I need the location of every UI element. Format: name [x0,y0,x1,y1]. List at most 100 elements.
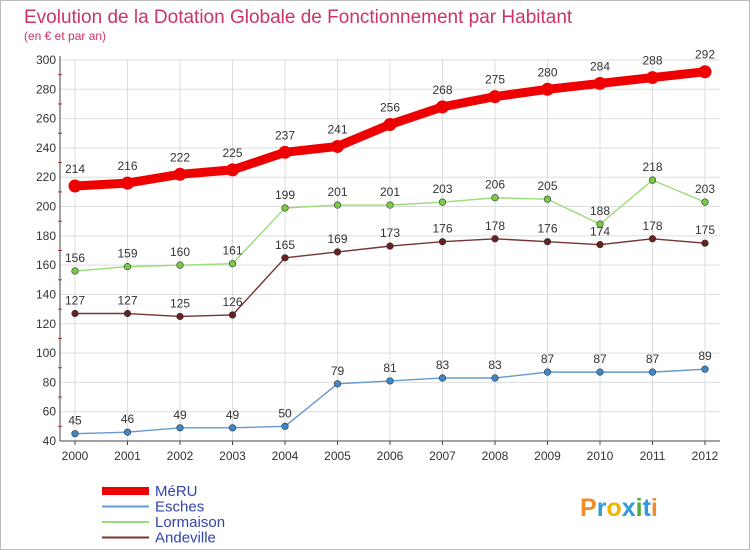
data-point [541,82,554,96]
data-point [333,248,342,256]
data-point [333,201,342,209]
data-label: 178 [485,219,505,233]
data-label: 206 [485,178,505,192]
data-point [488,90,502,104]
data-point [596,241,604,249]
data-point [71,267,79,275]
x-tick-label: 2001 [114,449,141,463]
data-label: 225 [222,146,242,160]
data-label: 174 [590,225,610,239]
y-tick-label: 180 [36,229,56,243]
data-label: 81 [383,361,397,375]
y-tick-label: 220 [36,170,56,184]
x-tick-label: 2002 [167,449,194,463]
data-label: 275 [485,73,505,87]
data-point [593,76,607,90]
data-label: 87 [541,352,555,366]
data-point [383,117,397,131]
data-point [278,145,292,159]
data-point [438,374,447,382]
data-label: 125 [170,296,190,310]
data-point [176,424,184,432]
data-point [596,368,604,376]
data-point [281,204,289,212]
data-label: 201 [327,185,347,199]
data-label: 165 [275,238,295,252]
series-layer [68,65,712,438]
data-point [386,377,394,385]
x-tick-label: 2012 [692,449,719,463]
x-tick-label: 2007 [429,449,456,463]
data-point [596,220,604,228]
x-tick-label: 2000 [62,449,89,463]
data-label: 199 [275,188,295,202]
data-point [543,195,552,203]
data-point [333,380,342,388]
data-label: 214 [65,162,85,176]
x-tick-label: 2011 [640,449,666,463]
legend-label-andeville: Andeville [155,530,216,547]
axis-layer: 40 60 80 100 120 140 160 180 200 220 240 260 280 300 2… [36,53,720,463]
data-label: 188 [590,204,610,218]
data-point [491,194,499,202]
data-point [121,176,134,190]
data-label: 79 [331,364,345,378]
data-label: 87 [646,352,660,366]
data-point [123,309,132,318]
data-point [648,368,657,376]
chart-title: Evolution de la Dotation Globale de Fonc… [24,7,573,28]
y-tick-label: 280 [36,82,56,96]
x-tick-label: 2005 [324,449,351,463]
data-point [648,176,657,184]
x-tick-label: 2009 [534,449,561,463]
data-point [491,374,499,382]
data-label-layer: 214 216 222 225 237 241 256 268 275 280 284 288 292 4… [65,48,715,428]
data-point [281,422,289,430]
data-point [71,309,79,318]
data-label: 256 [380,100,400,114]
y-tick-label: 100 [36,346,56,360]
data-label: 288 [642,54,662,68]
data-point [123,428,132,436]
data-point [228,424,237,432]
y-tick-label: 140 [36,287,56,301]
data-point [68,179,82,193]
y-tick-label: 200 [36,200,56,214]
data-label: 178 [642,219,662,233]
data-point [226,163,239,177]
legend-label-lormaison: Lormaison [155,514,225,531]
data-label: 50 [278,406,292,420]
data-point [438,238,447,246]
data-label: 176 [537,222,557,236]
x-tick-label: 2003 [219,449,246,463]
x-tick-label: 2008 [482,449,509,463]
data-point [646,71,659,85]
data-label: 222 [170,150,190,164]
data-label: 237 [275,128,295,142]
y-tick-label: 260 [36,112,56,126]
data-label: 268 [432,83,452,97]
data-label: 159 [117,247,137,261]
data-point [173,167,187,181]
data-label: 175 [695,223,715,237]
data-point [123,263,132,271]
data-point [543,368,552,376]
data-point [701,198,709,206]
data-label: 203 [695,182,715,196]
data-point [543,238,552,246]
data-label: 218 [642,160,662,174]
y-tick-label: 240 [36,141,56,155]
data-point [281,254,289,262]
data-point [648,235,657,243]
x-tick-label: 2010 [587,449,614,463]
data-label: 173 [380,226,400,240]
data-point [491,235,499,243]
data-label: 241 [327,122,347,136]
legend-label-méru: MéRU [155,483,198,500]
data-point [71,430,79,438]
data-label: 87 [593,352,607,366]
y-tick-label: 40 [43,434,57,448]
data-point [701,365,709,373]
data-point [436,100,449,114]
data-label: 205 [537,179,557,193]
